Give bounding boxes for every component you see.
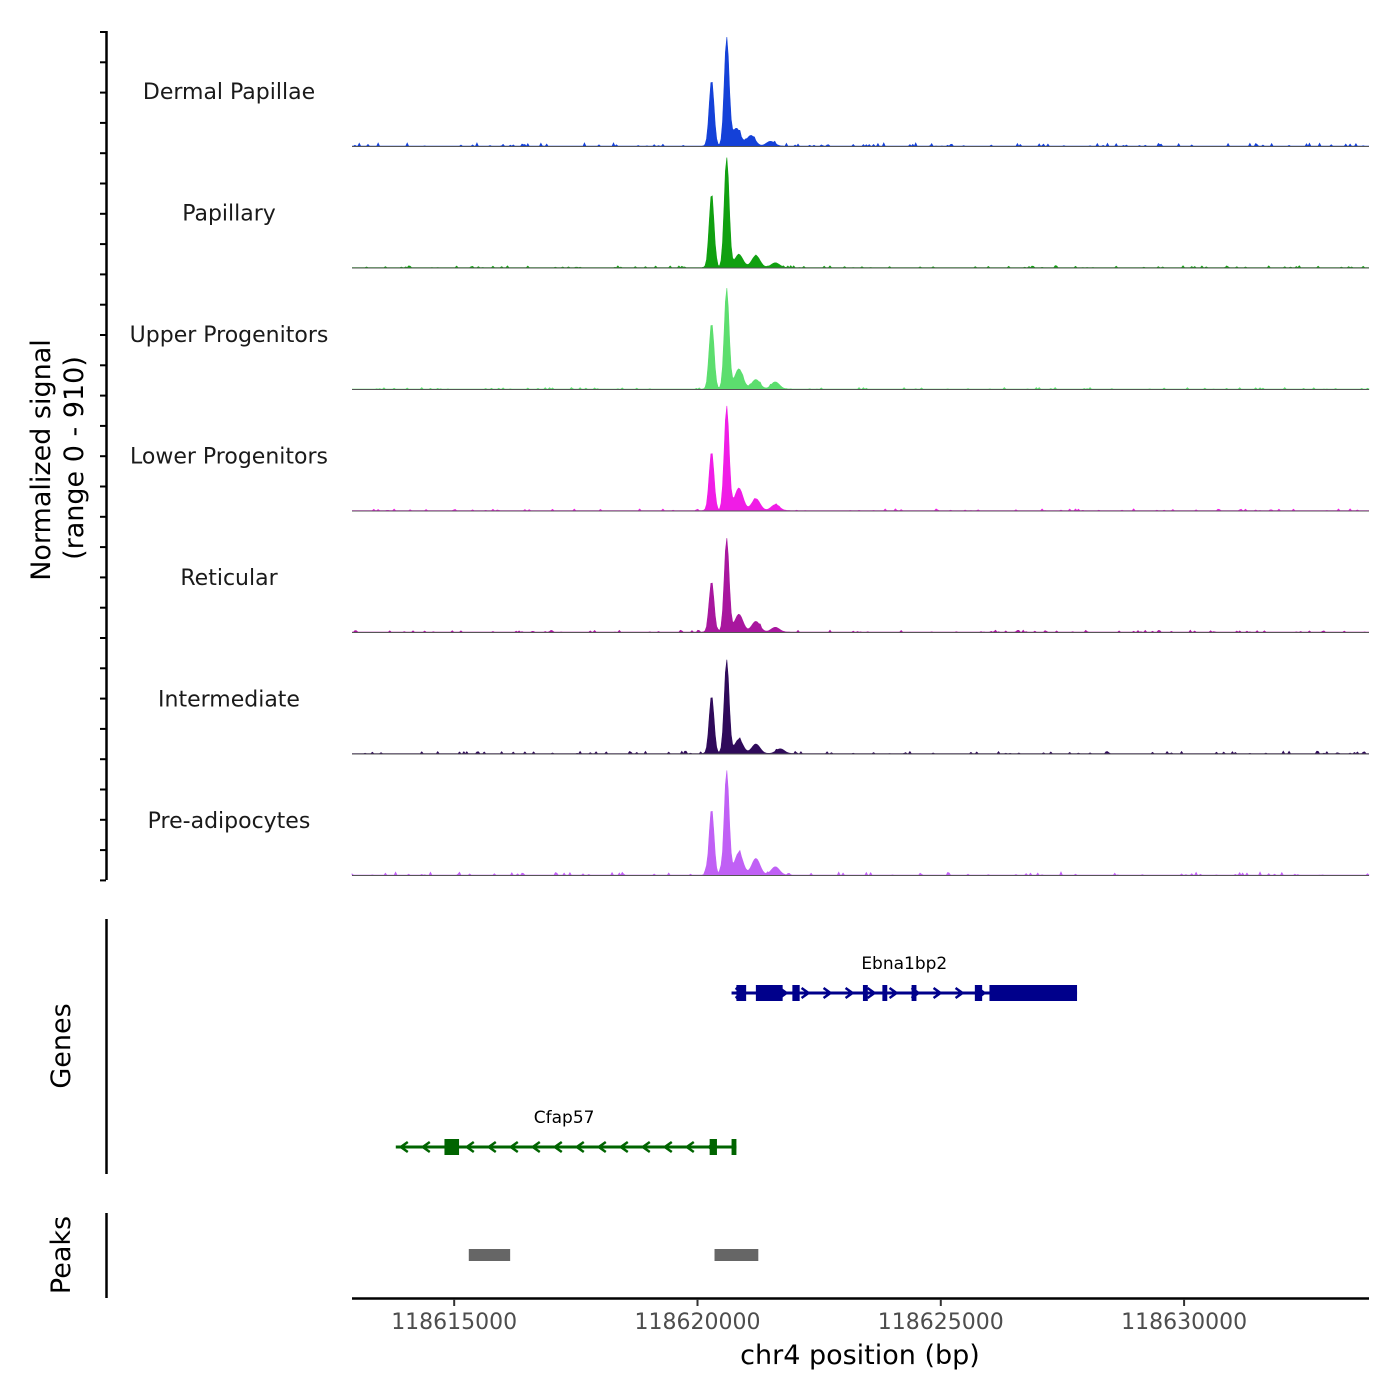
gene-exon xyxy=(862,985,868,1001)
track-label: Papillary xyxy=(182,202,276,227)
signal-y-axis-ticks xyxy=(100,31,106,882)
strand-arrow xyxy=(508,1140,519,1154)
gene-exon xyxy=(755,985,783,1001)
strand-arrow xyxy=(888,986,899,1000)
gene-exon xyxy=(911,985,917,1001)
gene-exon xyxy=(736,985,747,1001)
x-axis-ticks: 118615000 118620000 118625000 118630000 xyxy=(391,1299,1247,1335)
signal-area xyxy=(351,770,1370,876)
strand-arrow xyxy=(596,1140,607,1154)
signal-area xyxy=(352,659,1369,755)
strand-arrow xyxy=(932,986,943,1000)
track-label: Pre-adipocytes xyxy=(148,809,311,834)
peak-region xyxy=(714,1249,759,1261)
peak-regions-track xyxy=(468,1249,759,1261)
x-tick-label: 118625000 xyxy=(878,1310,1004,1335)
strand-arrow xyxy=(574,1140,585,1154)
signal-area xyxy=(352,287,1371,390)
gene-exon xyxy=(989,985,1078,1001)
peak-region xyxy=(468,1249,511,1261)
signal-area xyxy=(352,36,1369,147)
gene-exon xyxy=(792,985,800,1001)
signal-area xyxy=(352,157,1369,268)
track-reticular: Reticular xyxy=(180,538,1369,633)
x-tick-label: 118620000 xyxy=(634,1310,760,1335)
gene-exon xyxy=(974,985,983,1001)
strand-arrow xyxy=(684,1140,695,1154)
gene-exon xyxy=(882,985,888,1001)
track-dermal-papillae: Dermal Papillae xyxy=(143,36,1369,147)
track-label: Intermediate xyxy=(158,688,300,713)
strand-arrow xyxy=(822,986,833,1000)
gene-ebna1bp2: Ebna1bp2 xyxy=(731,954,1078,1001)
gene-exon xyxy=(731,1139,737,1155)
track-label: Dermal Papillae xyxy=(143,80,315,105)
gene-annotation-track: Cfap57 Ebna1bp2 xyxy=(395,954,1078,1155)
gene-cfap57: Cfap57 xyxy=(395,1108,737,1155)
strand-arrow xyxy=(866,986,877,1000)
strand-arrow xyxy=(398,1140,409,1154)
strand-arrow xyxy=(800,986,811,1000)
gene-exon xyxy=(444,1139,460,1155)
y-axis-subtitle: (range 0 - 910) xyxy=(59,356,90,560)
track-intermediate: Intermediate xyxy=(158,659,1369,755)
signal-area xyxy=(352,538,1369,633)
track-label: Upper Progenitors xyxy=(130,323,329,348)
track-label: Lower Progenitors xyxy=(130,445,328,470)
strand-arrow xyxy=(618,1140,629,1154)
strand-arrow xyxy=(844,986,855,1000)
signal-tracks: Dermal Papillae Papillary Upper Progenitor… xyxy=(130,36,1371,876)
y-axis-title: Normalized signal xyxy=(26,339,57,581)
strand-arrow xyxy=(552,1140,563,1154)
x-tick-label: 118630000 xyxy=(1121,1310,1247,1335)
strand-arrow xyxy=(420,1140,431,1154)
strand-arrow xyxy=(486,1140,497,1154)
track-label: Reticular xyxy=(180,566,278,591)
track-papillary: Papillary xyxy=(182,157,1369,269)
gene-label: Cfap57 xyxy=(534,1108,595,1128)
track-pre-adipocytes: Pre-adipocytes xyxy=(148,770,1370,876)
track-upper-progenitors: Upper Progenitors xyxy=(130,287,1371,390)
x-tick-label: 118615000 xyxy=(391,1310,517,1335)
strand-arrow xyxy=(662,1140,673,1154)
track-lower-progenitors: Lower Progenitors xyxy=(130,405,1369,512)
peaks-track-label: Peaks xyxy=(46,1216,77,1294)
gene-label: Ebna1bp2 xyxy=(861,954,947,974)
strand-arrow xyxy=(464,1140,475,1154)
strand-arrow xyxy=(640,1140,651,1154)
strand-arrow xyxy=(530,1140,541,1154)
genes-track-label: Genes xyxy=(46,1003,77,1088)
x-axis-title: chr4 position (bp) xyxy=(740,1340,980,1371)
strand-arrow xyxy=(954,986,965,1000)
signal-area xyxy=(352,405,1369,511)
gene-exon xyxy=(709,1139,717,1155)
